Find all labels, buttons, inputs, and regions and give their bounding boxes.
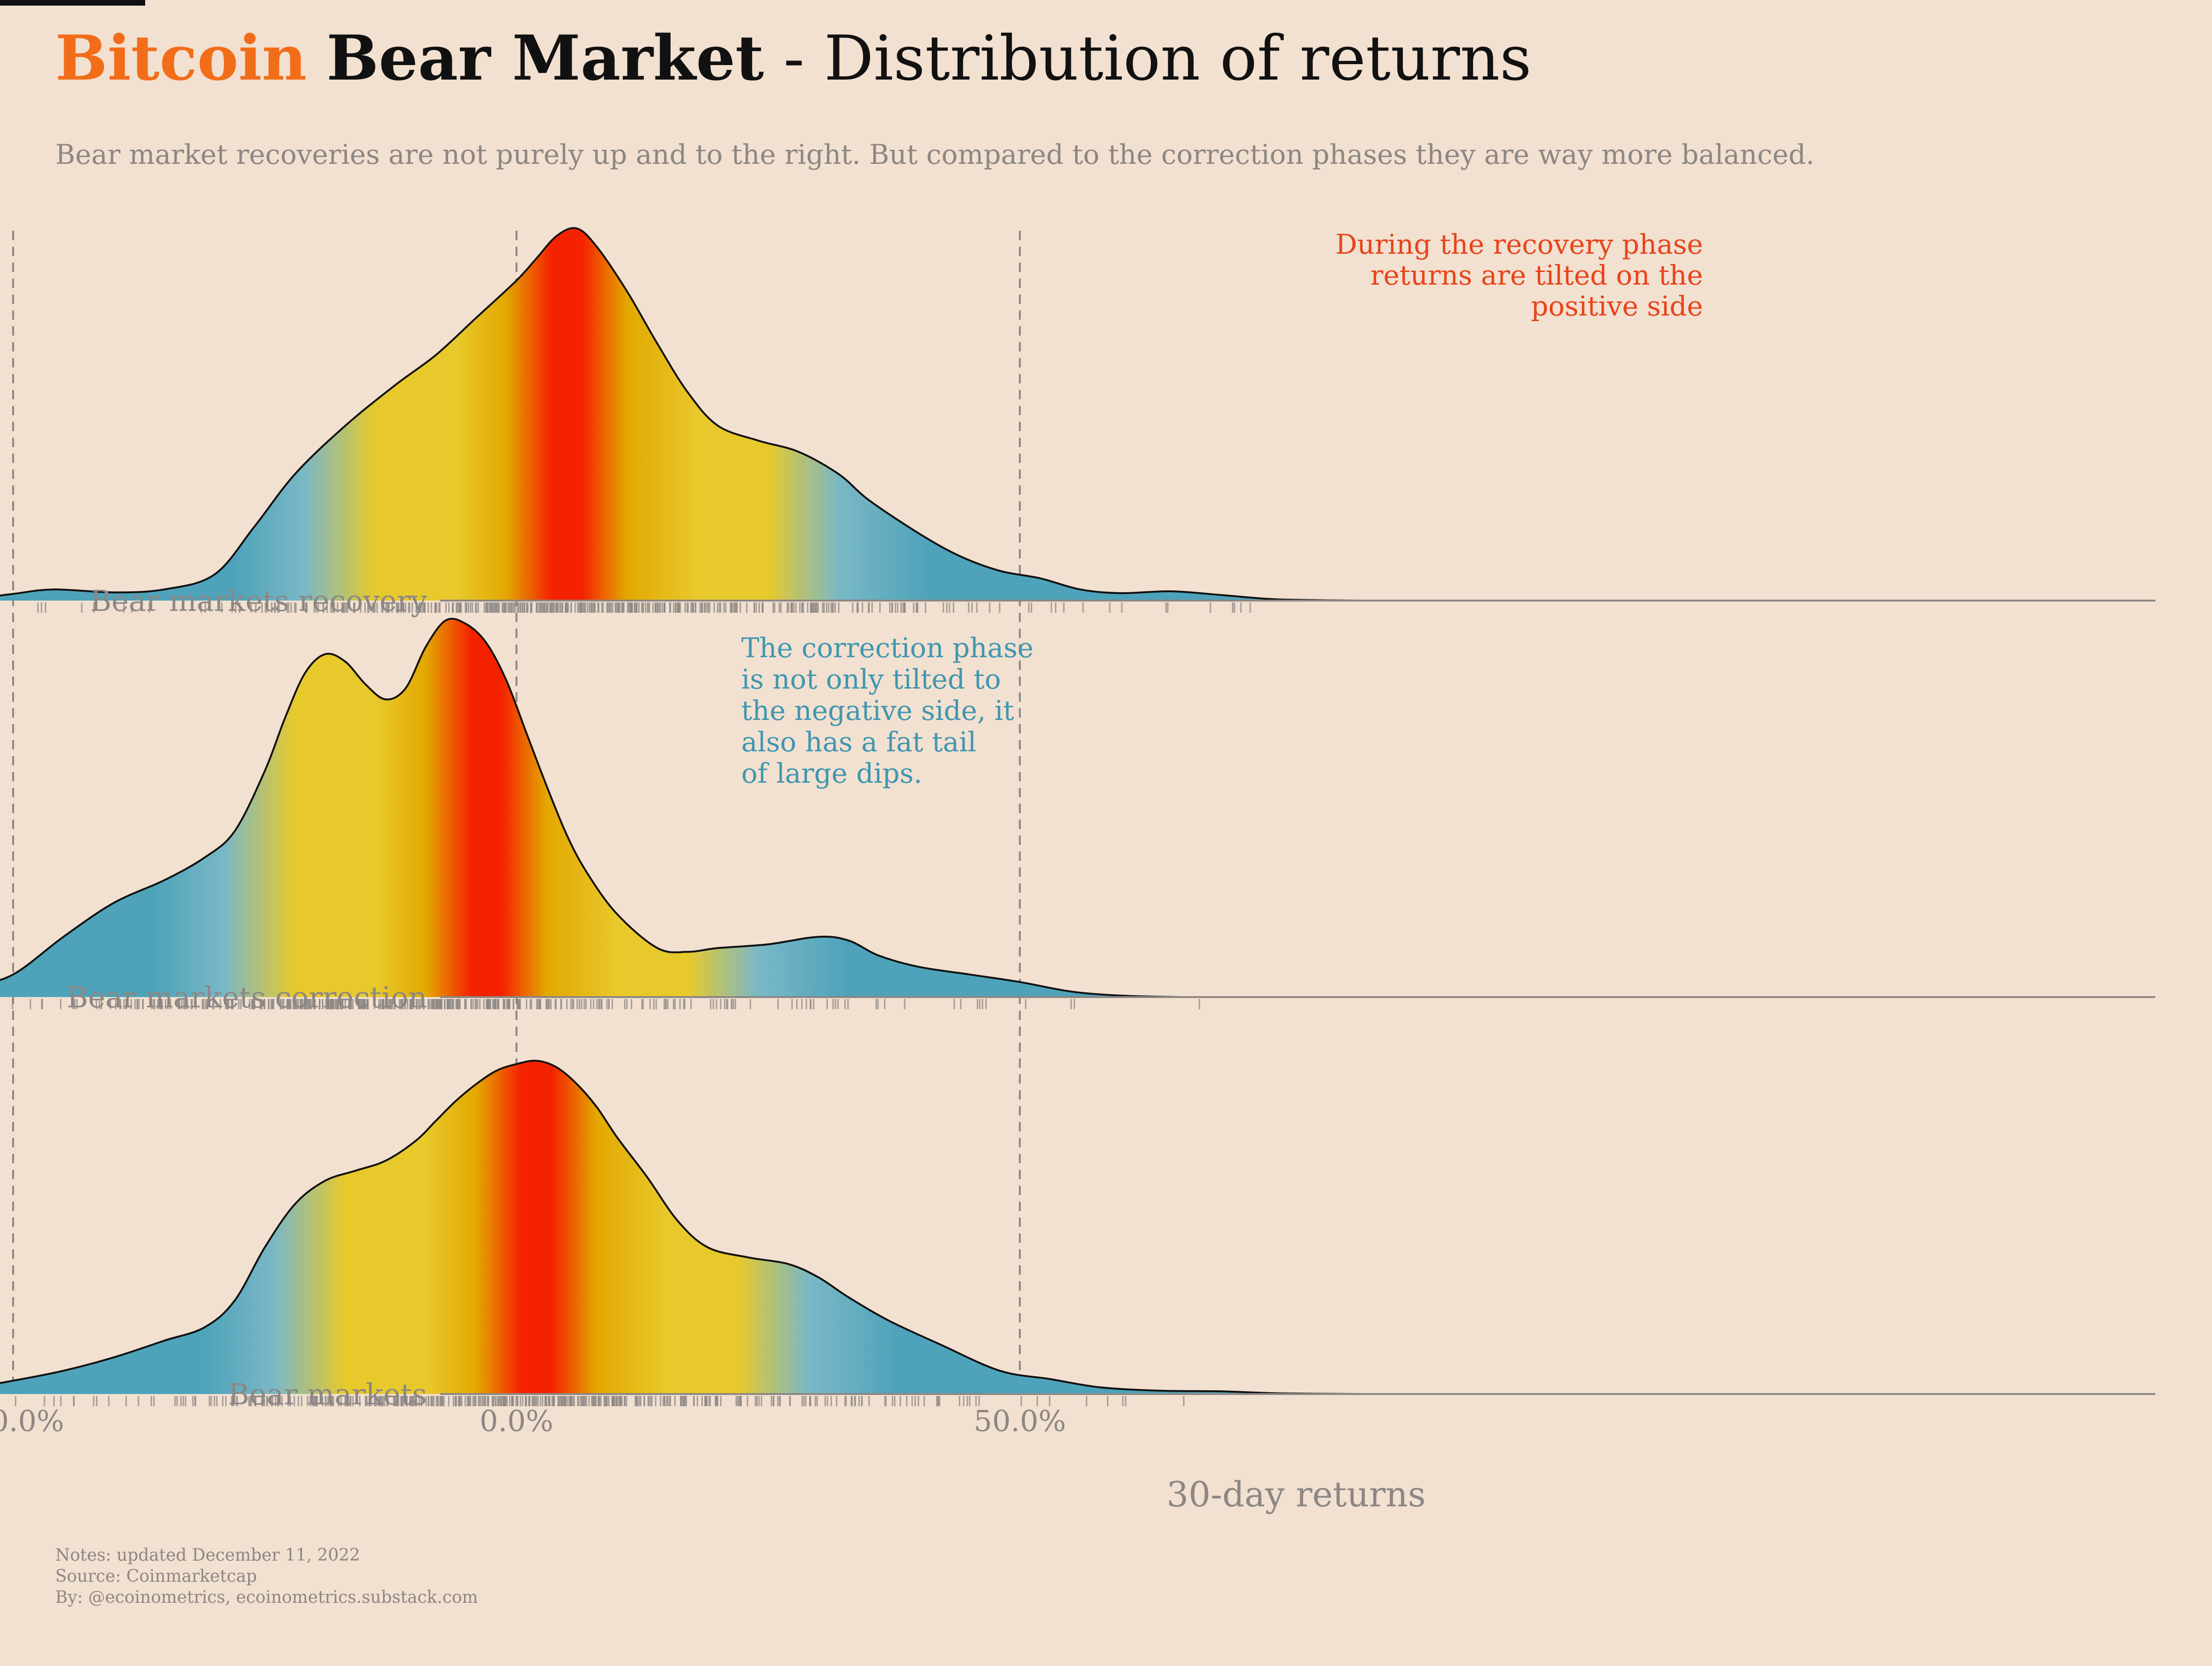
rug-ticks (37, 602, 1251, 613)
annotation-line: of large dips. (741, 757, 922, 789)
byline: By: @ecoinometrics, ecoinometrics.substa… (55, 1588, 478, 1607)
density-curve (0, 227, 1363, 602)
title-bitcoin: Bitcoin (55, 22, 307, 95)
annotation-line: positive side (1531, 290, 1703, 322)
x-axis-ticks: -50.0% 0.0% 50.0% (0, 1404, 1066, 1438)
rug-ticks (12, 999, 1200, 1009)
x-tick-label: 50.0% (974, 1404, 1066, 1438)
notes-line: Notes: updated December 11, 2022 (55, 1546, 361, 1565)
ridge-bear-markets-correction: Bear markets correction (0, 617, 2155, 1014)
annotation-correction: The correction phase is not only tilted t… (741, 632, 1033, 789)
annotation-line: The correction phase (741, 632, 1033, 664)
title-bear-market: Bear Market (326, 22, 764, 95)
chart-title: Bitcoin Bear Market - Distribution of re… (55, 19, 1532, 98)
density-area (0, 1060, 1362, 1394)
density-area (0, 228, 1362, 601)
top-accent-bar (0, 0, 145, 6)
ridge-bear-markets-recovery: Bear markets recovery (0, 227, 2155, 618)
category-label: Bear markets recovery (90, 584, 427, 618)
density-curve (0, 1059, 1363, 1395)
annotation-line: During the recovery phase (1335, 228, 1703, 260)
category-label: Bear markets (228, 1377, 427, 1411)
x-tick-label: 0.0% (479, 1404, 553, 1438)
ridge-bear-markets: Bear markets (0, 1059, 2155, 1411)
annotation-line: the negative side, it (741, 695, 1014, 727)
x-axis-label: 30-day returns (1166, 1475, 1426, 1515)
rug-ticks (15, 1396, 1185, 1406)
notes-block: Notes: updated December 11, 2022 Source:… (55, 1545, 478, 1608)
annotations: During the recovery phase returns are til… (741, 228, 1703, 789)
source-line: Source: Coinmarketcap (55, 1567, 257, 1586)
density-area (0, 618, 1362, 998)
chart-subtitle: Bear market recoveries are not purely up… (55, 139, 1815, 170)
annotation-line: is not only tilted to (741, 663, 1001, 695)
annotation-line: also has a fat tail (741, 726, 976, 758)
category-label: Bear markets correction (67, 980, 427, 1014)
density-curve (0, 617, 1362, 998)
annotation-line: returns are tilted on the (1371, 259, 1703, 291)
annotation-recovery: During the recovery phase returns are til… (1335, 228, 1703, 322)
x-tick-label: -50.0% (0, 1404, 64, 1438)
title-rest: - Distribution of returns (764, 22, 1532, 95)
ridges: Bear markets recovery Bear markets correc… (0, 227, 2155, 1411)
